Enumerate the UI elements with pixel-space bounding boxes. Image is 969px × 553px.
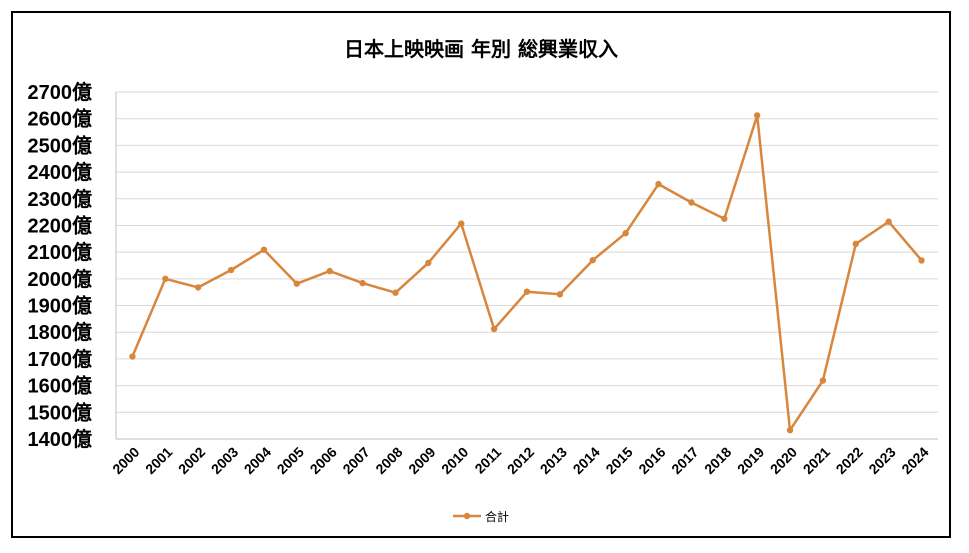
chart-title: 日本上映映画 年別 総興業収入: [344, 37, 618, 61]
y-tick-label: 1600億: [28, 374, 93, 398]
series-lines: [131, 114, 923, 432]
legend-marker: [463, 512, 471, 520]
legend-label: 合計: [485, 509, 509, 524]
x-tick-label: 2013: [537, 444, 570, 477]
x-tick-label: 2006: [306, 444, 339, 477]
x-tick-label: 2007: [339, 444, 372, 477]
x-tick-label: 2005: [274, 444, 307, 477]
x-tick-label: 2001: [142, 444, 175, 477]
data-point: [162, 275, 169, 283]
chart-frame: 日本上映映画 年別 総興業収入 1400億 1500億 1600億 1700億 1800…: [11, 11, 951, 538]
x-tick-label: 2015: [602, 444, 635, 477]
y-tick-label: 2600億: [28, 107, 93, 131]
data-point: [195, 284, 202, 291]
x-tick-label: 2003: [208, 444, 241, 477]
x-tick-label: 2024: [898, 444, 931, 477]
data-point: [293, 280, 301, 287]
y-tick-label: 2300億: [28, 187, 93, 211]
y-tick-label: 2100億: [28, 240, 93, 264]
y-tick-label: 1900億: [28, 294, 93, 318]
data-points: [129, 112, 925, 434]
y-tick-label: 1700億: [28, 347, 93, 371]
y-tick-label: 1400億: [28, 427, 93, 451]
x-tick-label: 2012: [504, 444, 537, 477]
y-tick-label: 2500億: [28, 133, 93, 157]
data-point: [326, 267, 333, 275]
y-tick-label: 2400億: [28, 160, 93, 184]
x-tick-label: 2020: [767, 444, 800, 477]
y-tick-label: 1800億: [28, 320, 93, 344]
y-tick-label: 2700億: [28, 80, 93, 104]
x-tick-label: 2009: [405, 444, 438, 477]
data-point: [260, 246, 268, 253]
data-point: [359, 279, 366, 287]
data-point: [490, 325, 498, 333]
x-tick-label: 2008: [372, 444, 405, 477]
data-point: [918, 257, 925, 264]
x-tick-label: 2019: [734, 444, 767, 477]
x-tick-label: 2004: [241, 444, 274, 477]
gridlines: [116, 91, 938, 440]
x-tick-labels: 2000 2001 2002 2003 2004 2005 2006 2007 2008 2009…: [109, 444, 932, 477]
axes: [115, 92, 938, 440]
x-tick-label: 2011: [471, 444, 504, 477]
data-point: [227, 266, 235, 274]
data-point: [655, 180, 662, 188]
data-point: [425, 259, 432, 267]
x-tick-label: 2010: [438, 444, 471, 477]
data-point: [688, 199, 695, 206]
data-point: [885, 218, 892, 225]
data-point: [753, 112, 761, 119]
x-tick-label: 2016: [635, 444, 668, 477]
data-point: [392, 289, 399, 296]
data-point: [721, 215, 728, 222]
x-tick-label: 2021: [800, 444, 833, 477]
x-tick-label: 2017: [668, 444, 701, 477]
x-tick-label: 2000: [109, 444, 142, 477]
series-line: [131, 114, 923, 432]
x-tick-label: 2022: [833, 444, 866, 477]
data-point: [523, 288, 531, 295]
data-point: [129, 353, 136, 360]
y-tick-label: 2000億: [28, 267, 93, 291]
y-tick-label: 1500億: [28, 400, 93, 424]
data-point: [852, 240, 859, 248]
data-point: [556, 291, 564, 298]
data-point: [786, 426, 794, 434]
x-tick-label: 2023: [865, 444, 898, 477]
data-point: [819, 377, 827, 384]
x-tick-label: 2018: [701, 444, 734, 477]
x-tick-label: 2014: [570, 444, 603, 477]
data-point: [622, 230, 629, 237]
legend: 合計: [453, 509, 509, 524]
data-point: [458, 220, 465, 227]
x-tick-label: 2002: [175, 444, 208, 477]
data-point: [589, 256, 596, 264]
y-tick-label: 2200億: [28, 213, 93, 237]
